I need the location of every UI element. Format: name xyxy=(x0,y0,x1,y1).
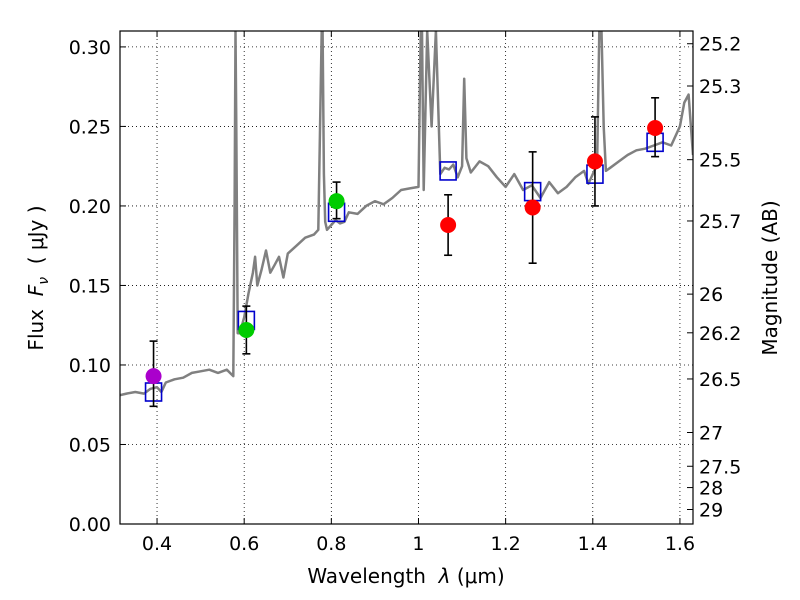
x-axis-label-symbol: λ xyxy=(438,564,451,588)
mag-tick-label: 26.5 xyxy=(699,369,741,391)
y-tick-label: 0.25 xyxy=(69,116,111,138)
y-tick-label: 0.05 xyxy=(69,434,111,456)
model-sed-line xyxy=(120,31,693,397)
x-tick-label: 1.6 xyxy=(665,533,695,555)
x-axis-label-prefix: Wavelength xyxy=(307,564,438,588)
mag-tick-label: 27.5 xyxy=(699,456,741,478)
plot-frame xyxy=(119,30,694,525)
y-tick-label: 0.15 xyxy=(69,275,111,297)
x-axis-label-suffix: (μm) xyxy=(451,564,505,588)
x-tick-label: 1 xyxy=(412,533,424,555)
mag-tick-label: 26.2 xyxy=(699,323,741,345)
y-tick-label: 0.10 xyxy=(69,355,111,377)
y2-axis-label: Magnitude (AB) xyxy=(758,200,782,355)
x-tick-label: 0.8 xyxy=(316,533,346,555)
observed-data-point xyxy=(328,193,345,210)
observed-data-point xyxy=(440,217,457,234)
y-axis-label-symbol: F xyxy=(24,284,48,296)
x-tick-label: 1.2 xyxy=(491,533,521,555)
x-tick-label: 0.4 xyxy=(142,533,172,555)
mag-tick-label: 25.5 xyxy=(699,150,741,172)
x-axis-label: Wavelength λ (μm) xyxy=(307,564,504,588)
x-tick-label: 0.6 xyxy=(229,533,259,555)
y-axis-label-subscript: ν xyxy=(36,277,52,285)
mag-tick-label: 25.2 xyxy=(699,34,741,56)
mag-tick-label: 28 xyxy=(699,478,723,500)
observed-data-point xyxy=(586,153,603,170)
mag-tick-label: 26 xyxy=(699,284,723,306)
x-tick-label: 1.4 xyxy=(578,533,608,555)
y-tick-label: 0.20 xyxy=(69,196,111,218)
y-axis-label: Flux Fν ( μJy ) xyxy=(24,205,52,350)
mag-tick-label: 25.3 xyxy=(699,76,741,98)
observed-data-point xyxy=(238,321,255,338)
observed-data-point xyxy=(524,199,541,216)
mag-tick-label: 29 xyxy=(699,499,723,521)
model-photometry-marker xyxy=(439,161,457,181)
y-axis-label-suffix: ( μJy ) xyxy=(24,205,48,277)
grid-lines xyxy=(120,31,693,525)
y-tick-label: 0.30 xyxy=(69,37,111,59)
mag-tick-label: 27 xyxy=(699,422,723,444)
y-axis-label-prefix: Flux xyxy=(24,296,48,350)
observed-data-point xyxy=(145,368,162,385)
observed-data-point xyxy=(647,120,664,137)
mag-tick-label: 25.7 xyxy=(699,211,741,233)
y-tick-label: 0.00 xyxy=(69,514,111,536)
